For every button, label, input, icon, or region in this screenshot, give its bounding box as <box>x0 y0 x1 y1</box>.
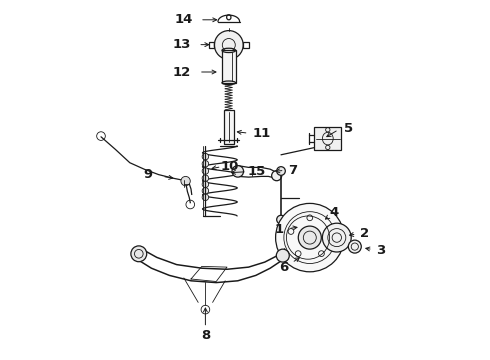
Circle shape <box>322 223 351 252</box>
Circle shape <box>202 194 209 201</box>
Circle shape <box>181 176 190 186</box>
Text: 14: 14 <box>174 13 193 26</box>
Circle shape <box>202 168 209 174</box>
Text: 4: 4 <box>330 206 339 219</box>
Text: 5: 5 <box>344 122 353 135</box>
Circle shape <box>276 249 289 262</box>
Circle shape <box>348 240 361 253</box>
Bar <box>224 110 234 144</box>
Text: 12: 12 <box>173 66 191 78</box>
Circle shape <box>202 188 209 194</box>
Text: 1: 1 <box>274 223 284 236</box>
Circle shape <box>277 167 285 175</box>
Circle shape <box>202 181 209 188</box>
Circle shape <box>277 215 285 224</box>
Circle shape <box>131 246 147 262</box>
Text: 6: 6 <box>279 261 289 274</box>
Circle shape <box>202 175 209 181</box>
Text: 15: 15 <box>248 165 266 178</box>
Circle shape <box>298 226 321 249</box>
Text: 2: 2 <box>360 227 369 240</box>
Circle shape <box>275 203 344 272</box>
Circle shape <box>215 31 243 59</box>
Circle shape <box>202 153 209 160</box>
Bar <box>222 50 236 83</box>
Text: 7: 7 <box>288 164 297 177</box>
Circle shape <box>271 171 282 181</box>
Circle shape <box>202 161 209 167</box>
Circle shape <box>232 166 244 177</box>
Text: 9: 9 <box>143 168 152 181</box>
Text: 3: 3 <box>376 244 385 257</box>
Text: 10: 10 <box>220 160 239 173</box>
Text: 11: 11 <box>252 127 270 140</box>
Bar <box>314 127 342 150</box>
Text: 13: 13 <box>173 38 191 51</box>
Text: 8: 8 <box>201 329 210 342</box>
